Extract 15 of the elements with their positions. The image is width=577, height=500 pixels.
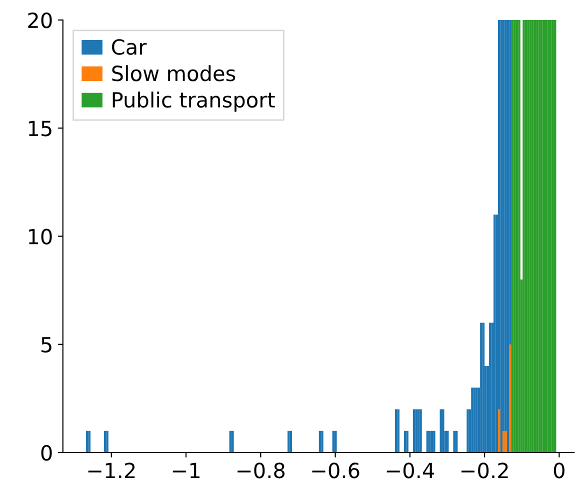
y-tick-label: 10 bbox=[28, 228, 52, 244]
y-tick-label: 5 bbox=[42, 337, 52, 353]
y-tick-label: 15 bbox=[28, 120, 52, 136]
y-tick-label: 20 bbox=[28, 12, 52, 28]
x-tick-label: −0.4 bbox=[386, 462, 434, 478]
x-tick-label: −0.2 bbox=[461, 462, 508, 478]
x-tick-label: −0.8 bbox=[238, 462, 285, 478]
x-tick-label: −0.6 bbox=[312, 462, 360, 478]
legend-label: Car bbox=[112, 39, 147, 55]
x-tick-label: −1.2 bbox=[88, 462, 135, 478]
legend-label: Public transport bbox=[112, 92, 275, 112]
y-tick-label: 0 bbox=[41, 444, 52, 461]
legend-label: Slow modes bbox=[112, 65, 236, 82]
x-tick-label: 0 bbox=[554, 462, 564, 478]
x-tick-label: −1 bbox=[172, 462, 200, 478]
